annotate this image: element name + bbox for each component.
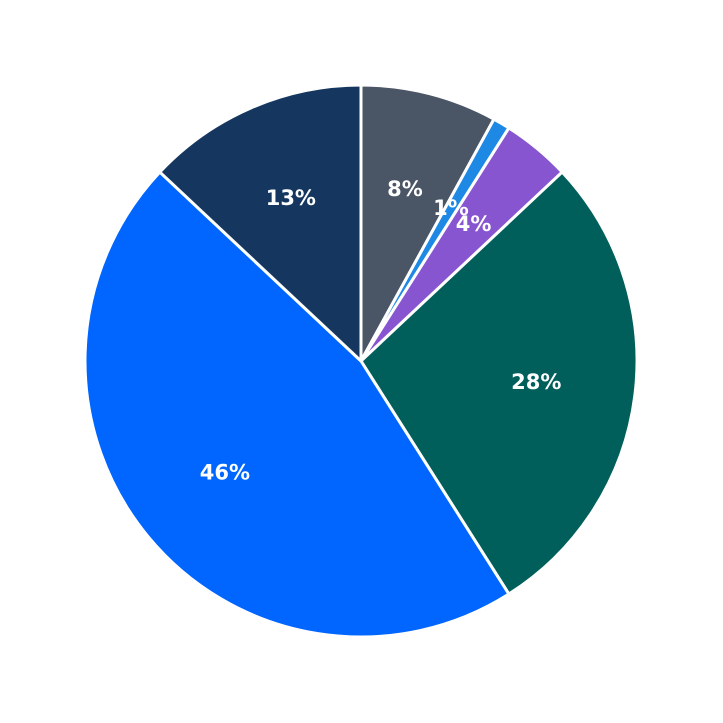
value-label: 8% <box>387 177 423 201</box>
value-label: 28% <box>511 370 561 394</box>
value-label: 1% <box>433 196 469 220</box>
pie-slice <box>359 83 496 363</box>
pie-slice <box>158 83 363 363</box>
value-label: 13% <box>266 186 316 210</box>
value-label: 46% <box>200 461 250 485</box>
value-label: 4% <box>456 212 492 236</box>
pie-slice <box>83 170 511 639</box>
pie-slice <box>359 170 639 596</box>
